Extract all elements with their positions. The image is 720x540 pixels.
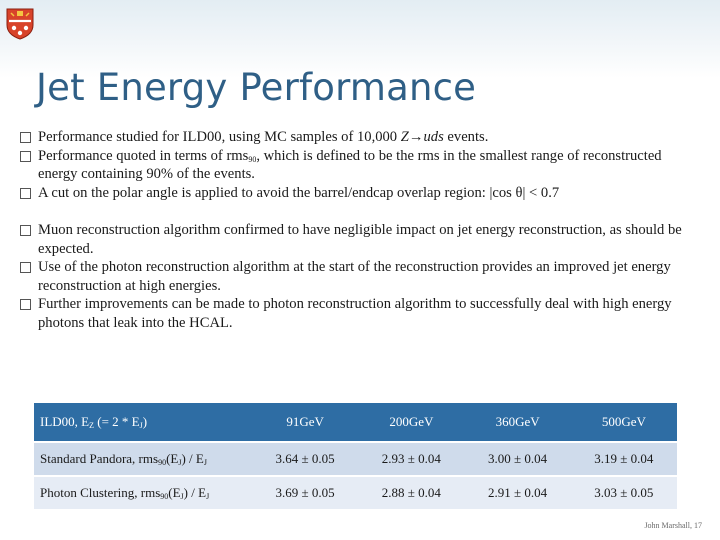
table-header-row: ILD00, EZ (= 2 * EJ) 91GeV 200GeV 360GeV…	[34, 403, 677, 443]
table-row-label: Standard Pandora, rms90(EJ) / EJ	[34, 442, 252, 477]
table-header-cell: 91GeV	[252, 403, 359, 443]
table-row: Photon Clustering, rms90(EJ) / EJ 3.69 ±…	[34, 476, 677, 511]
bullet-further-improvements: Further improvements can be made to phot…	[20, 295, 700, 332]
bullet-box-icon	[20, 299, 31, 310]
bullet-performance-quoted: Performance quoted in terms of rms90, wh…	[20, 147, 700, 184]
table-header-label: ILD00, EZ (= 2 * EJ)	[34, 403, 252, 443]
table-header-cell: 200GeV	[358, 403, 465, 443]
table-cell: 2.88 ± 0.04	[358, 476, 465, 511]
bullet-box-icon	[20, 225, 31, 236]
bullet-box-icon	[20, 132, 31, 143]
bullet-muon-reconstruction: Muon reconstruction algorithm confirmed …	[20, 221, 700, 258]
university-crest-icon	[6, 8, 34, 40]
bullet-photon-reconstruction: Use of the photon reconstruction algorit…	[20, 258, 700, 295]
footer-credit: John Marshall, 17	[644, 521, 702, 530]
table-cell: 3.03 ± 0.05	[570, 476, 677, 511]
bullet-box-icon	[20, 150, 31, 162]
bullet-polar-angle-cut: A cut on the polar angle is applied to a…	[20, 184, 700, 203]
table-header-cell: 500GeV	[570, 403, 677, 443]
table-cell: 3.64 ± 0.05	[252, 442, 359, 477]
table-header-cell: 360GeV	[464, 403, 571, 443]
table-cell: 3.69 ± 0.05	[252, 476, 359, 511]
table-cell: 2.93 ± 0.04	[358, 442, 465, 477]
table-cell: 2.91 ± 0.04	[464, 476, 571, 511]
table-cell: 3.19 ± 0.04	[570, 442, 677, 477]
page-title: Jet Energy Performance	[36, 66, 477, 109]
bullet-performance-studied: Performance studied for ILD00, using MC …	[20, 128, 700, 147]
table-row: Standard Pandora, rms90(EJ) / EJ 3.64 ± …	[34, 442, 677, 477]
bullet-list: Performance studied for ILD00, using MC …	[20, 128, 700, 332]
table-cell: 3.00 ± 0.04	[464, 442, 571, 477]
table-row-label: Photon Clustering, rms90(EJ) / EJ	[34, 476, 252, 511]
performance-table: ILD00, EZ (= 2 * EJ) 91GeV 200GeV 360GeV…	[34, 403, 677, 511]
header-band	[0, 0, 720, 78]
bullet-box-icon	[20, 262, 31, 273]
bullet-box-icon	[20, 187, 31, 199]
